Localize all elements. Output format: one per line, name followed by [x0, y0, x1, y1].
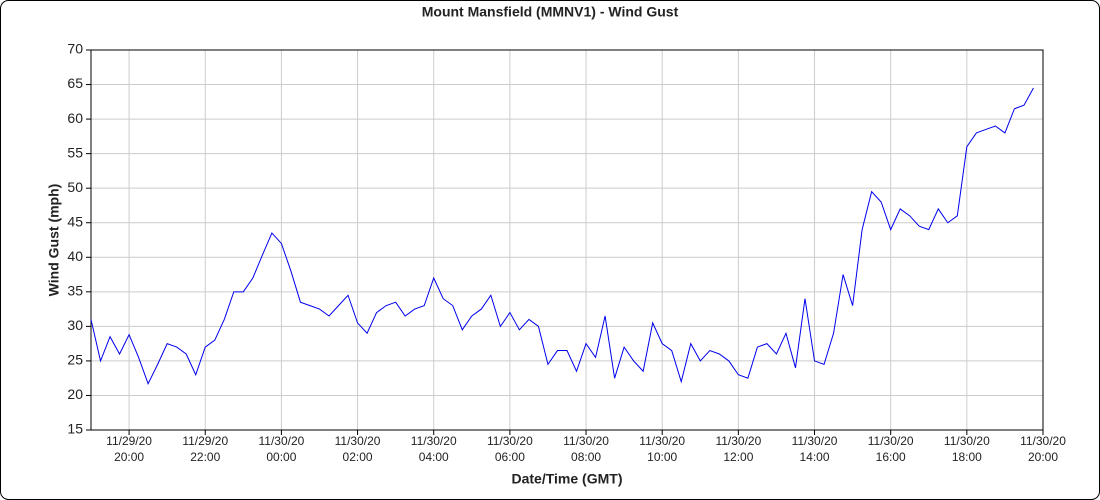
data-line — [90, 87, 1034, 385]
x-tick-label: 22:00 — [190, 450, 220, 464]
y-tick-label: 25 — [67, 352, 83, 368]
y-tick-label: 35 — [67, 283, 83, 299]
x-tick-label: 11/30/20 — [258, 434, 304, 448]
x-tick-label: 11/30/20 — [487, 434, 533, 448]
x-tick-label: 11/30/20 — [868, 434, 914, 448]
plot-area — [91, 50, 1043, 430]
x-tick-label: 11/30/20 — [944, 434, 990, 448]
x-tick-label: 14:00 — [800, 450, 830, 464]
x-tick-label: 12:00 — [723, 450, 753, 464]
x-tick-label: 06:00 — [495, 450, 525, 464]
x-tick-label: 18:00 — [952, 450, 982, 464]
y-tick-label: 15 — [67, 421, 83, 437]
x-tick-label: 04:00 — [419, 450, 449, 464]
x-tick-label: 11/29/20 — [106, 434, 152, 448]
y-tick-label: 60 — [67, 110, 83, 126]
y-tick-label: 40 — [67, 248, 83, 264]
y-tick-label: 45 — [67, 213, 83, 229]
y-tick-label: 65 — [67, 75, 83, 91]
x-tick-label: 11/30/20 — [792, 434, 838, 448]
plot-border — [90, 49, 1044, 431]
y-axis-label: Wind Gust (mph) — [46, 184, 62, 297]
y-tick-label: 70 — [67, 41, 83, 57]
x-tick-label: 11/30/20 — [335, 434, 381, 448]
x-tick-label: 02:00 — [343, 450, 373, 464]
x-tick-label: 20:00 — [114, 450, 144, 464]
x-tick-label: 11/30/20 — [563, 434, 609, 448]
x-tick-label: 11/30/20 — [411, 434, 457, 448]
y-tick-label: 50 — [67, 179, 83, 195]
x-tick-label: 11/30/20 — [639, 434, 685, 448]
y-tick-label: 55 — [67, 144, 83, 160]
x-tick-label: 16:00 — [876, 450, 906, 464]
x-tick-label: 00:00 — [266, 450, 296, 464]
x-tick-label: 11/29/20 — [182, 434, 228, 448]
x-tick-label: 20:00 — [1028, 450, 1058, 464]
chart-title: Mount Mansfield (MMNV1) - Wind Gust — [422, 4, 679, 20]
x-tick-label: 11/30/20 — [1020, 434, 1066, 448]
y-tick-label: 30 — [67, 317, 83, 333]
y-tick-label: 20 — [67, 386, 83, 402]
x-tick-label: 11/30/20 — [715, 434, 761, 448]
x-axis-label: Date/Time (GMT) — [512, 471, 623, 487]
x-tick-label: 08:00 — [571, 450, 601, 464]
x-tick-label: 10:00 — [647, 450, 677, 464]
